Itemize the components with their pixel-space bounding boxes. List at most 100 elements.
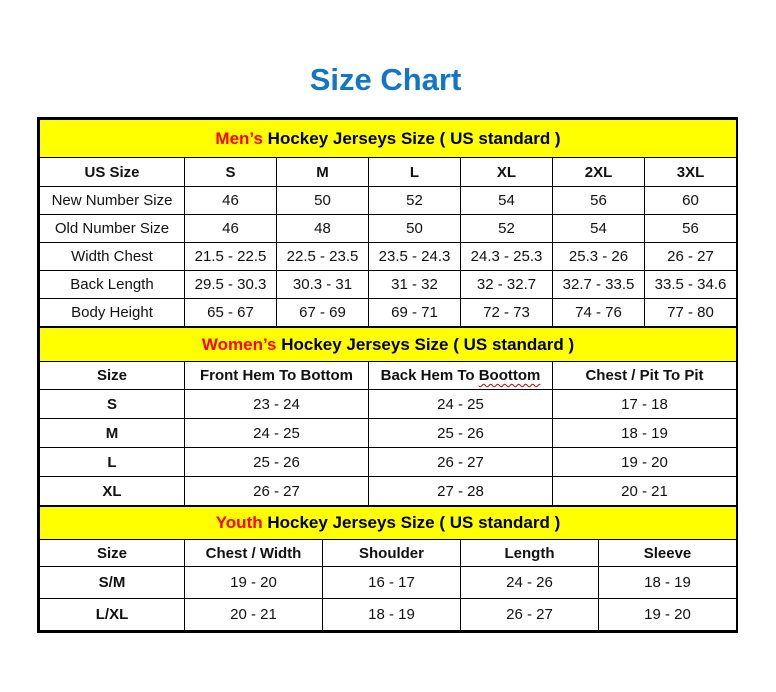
size-cell: 32.7 - 33.5 <box>552 270 645 299</box>
size-cell: 32 - 32.7 <box>460 270 553 299</box>
youth-row-sm: S/M 19 - 20 16 - 17 24 - 26 18 - 19 <box>39 566 737 599</box>
size-cell: 18 - 19 <box>322 598 461 631</box>
row-label: Back Length <box>39 270 185 299</box>
mens-header-2xl: 2XL <box>552 157 645 187</box>
row-label: S/M <box>39 566 185 599</box>
youth-header-row: Size Chest / Width Shoulder Length Sleev… <box>39 539 737 567</box>
youth-row-lxl: L/XL 20 - 21 18 - 19 26 - 27 19 - 20 <box>39 598 737 631</box>
size-cell: 19 - 20 <box>598 598 737 631</box>
size-cell: 20 - 21 <box>551 476 738 506</box>
size-chart-container: Men’s Hockey Jerseys Size ( US standard … <box>37 117 738 633</box>
womens-size-table: Women’s Hockey Jerseys Size ( US standar… <box>38 327 738 506</box>
size-cell: 21.5 - 22.5 <box>184 242 277 271</box>
womens-row-xl: XL 26 - 27 27 - 28 20 - 21 <box>39 476 738 506</box>
womens-header-size: Size <box>39 361 185 390</box>
womens-row-l: L 25 - 26 26 - 27 19 - 20 <box>39 447 738 477</box>
size-cell: 26 - 27 <box>643 242 738 271</box>
size-cell: 25.3 - 26 <box>552 242 645 271</box>
mens-banner-row: Men’s Hockey Jerseys Size ( US standard … <box>38 119 738 158</box>
mens-header-s: S <box>184 157 277 187</box>
size-cell: 18 - 19 <box>551 418 738 448</box>
size-cell: 60 <box>643 186 738 215</box>
size-cell: 30.3 - 31 <box>276 270 369 299</box>
youth-header-size: Size <box>39 539 185 567</box>
size-cell: 74 - 76 <box>552 298 645 327</box>
size-cell: 67 - 69 <box>276 298 369 327</box>
youth-header-shoulder: Shoulder <box>322 539 461 567</box>
size-cell: 25 - 26 <box>368 418 553 448</box>
size-cell: 23.5 - 24.3 <box>368 242 461 271</box>
size-cell: 26 - 27 <box>460 598 599 631</box>
size-cell: 48 <box>276 214 369 243</box>
back-hem-label-misspelled: Boottom <box>478 367 541 384</box>
size-cell: 26 - 27 <box>368 447 553 477</box>
size-cell: 69 - 71 <box>368 298 461 327</box>
size-cell: 50 <box>368 214 461 243</box>
page-title: Size Chart <box>309 62 462 97</box>
womens-row-s: S 23 - 24 24 - 25 17 - 18 <box>39 389 738 419</box>
womens-row-m: M 24 - 25 25 - 26 18 - 19 <box>39 418 738 448</box>
mens-row-new-number: New Number Size 46 50 52 54 56 60 <box>39 186 738 215</box>
womens-banner-accent: Women’s <box>201 334 277 354</box>
mens-row-body-height: Body Height 65 - 67 67 - 69 69 - 71 72 -… <box>39 298 738 327</box>
mens-row-back-length: Back Length 29.5 - 30.3 30.3 - 31 31 - 3… <box>39 270 738 299</box>
youth-section-banner: Youth Hockey Jerseys Size ( US standard … <box>39 506 737 540</box>
mens-banner-text: Hockey Jerseys Size ( US standard ) <box>262 128 561 148</box>
mens-header-us-size: US Size <box>39 157 185 187</box>
row-label: L/XL <box>39 598 185 631</box>
womens-banner-text: Hockey Jerseys Size ( US standard ) <box>276 334 575 354</box>
size-cell: 52 <box>368 186 461 215</box>
size-cell: 72 - 73 <box>460 298 553 327</box>
womens-header-front-hem: Front Hem To Bottom <box>184 361 369 390</box>
row-label: Old Number Size <box>39 214 185 243</box>
mens-header-xl: XL <box>460 157 553 187</box>
row-label: Width Chest <box>39 242 185 271</box>
mens-row-old-number: Old Number Size 46 48 50 52 54 56 <box>39 214 738 243</box>
mens-header-l: L <box>368 157 461 187</box>
size-cell: 54 <box>460 186 553 215</box>
youth-header-chest-width: Chest / Width <box>184 539 323 567</box>
row-label: Body Height <box>39 298 185 327</box>
mens-row-width-chest: Width Chest 21.5 - 22.5 22.5 - 23.5 23.5… <box>39 242 738 271</box>
size-cell: 46 <box>184 186 277 215</box>
row-label: S <box>39 389 185 419</box>
row-label: L <box>39 447 185 477</box>
size-cell: 24.3 - 25.3 <box>460 242 553 271</box>
youth-size-table: Youth Hockey Jerseys Size ( US standard … <box>39 506 737 631</box>
size-cell: 33.5 - 34.6 <box>643 270 738 299</box>
womens-header-row: Size Front Hem To Bottom Back Hem To Boo… <box>39 361 738 390</box>
size-cell: 24 - 25 <box>184 418 369 448</box>
womens-section-banner: Women’s Hockey Jerseys Size ( US standar… <box>38 327 738 362</box>
size-cell: 65 - 67 <box>184 298 277 327</box>
size-cell: 31 - 32 <box>368 270 461 299</box>
size-cell: 46 <box>184 214 277 243</box>
size-cell: 77 - 80 <box>643 298 738 327</box>
size-cell: 23 - 24 <box>184 389 369 419</box>
size-cell: 24 - 26 <box>460 566 599 599</box>
womens-header-back-hem: Back Hem To Boottom <box>368 361 553 390</box>
back-hem-label-prefix: Back Hem To <box>380 367 479 384</box>
womens-header-chest: Chest / Pit To Pit <box>551 361 738 390</box>
mens-header-m: M <box>276 157 369 187</box>
size-cell: 56 <box>552 186 645 215</box>
size-cell: 17 - 18 <box>551 389 738 419</box>
womens-banner-row: Women’s Hockey Jerseys Size ( US standar… <box>38 327 738 362</box>
size-cell: 27 - 28 <box>368 476 553 506</box>
size-cell: 29.5 - 30.3 <box>184 270 277 299</box>
youth-header-length: Length <box>460 539 599 567</box>
size-cell: 22.5 - 23.5 <box>276 242 369 271</box>
youth-banner-accent: Youth <box>215 513 263 532</box>
size-cell: 25 - 26 <box>184 447 369 477</box>
size-cell: 16 - 17 <box>322 566 461 599</box>
size-cell: 24 - 25 <box>368 389 553 419</box>
row-label: New Number Size <box>39 186 185 215</box>
mens-banner-accent: Men’s <box>215 128 263 148</box>
youth-banner-row: Youth Hockey Jerseys Size ( US standard … <box>39 506 737 540</box>
size-cell: 50 <box>276 186 369 215</box>
size-cell: 19 - 20 <box>184 566 323 599</box>
mens-header-3xl: 3XL <box>643 157 738 187</box>
mens-size-table: Men’s Hockey Jerseys Size ( US standard … <box>38 119 738 327</box>
mens-header-row: US Size S M L XL 2XL 3XL <box>39 157 738 187</box>
size-cell: 52 <box>460 214 553 243</box>
row-label: XL <box>39 476 185 506</box>
